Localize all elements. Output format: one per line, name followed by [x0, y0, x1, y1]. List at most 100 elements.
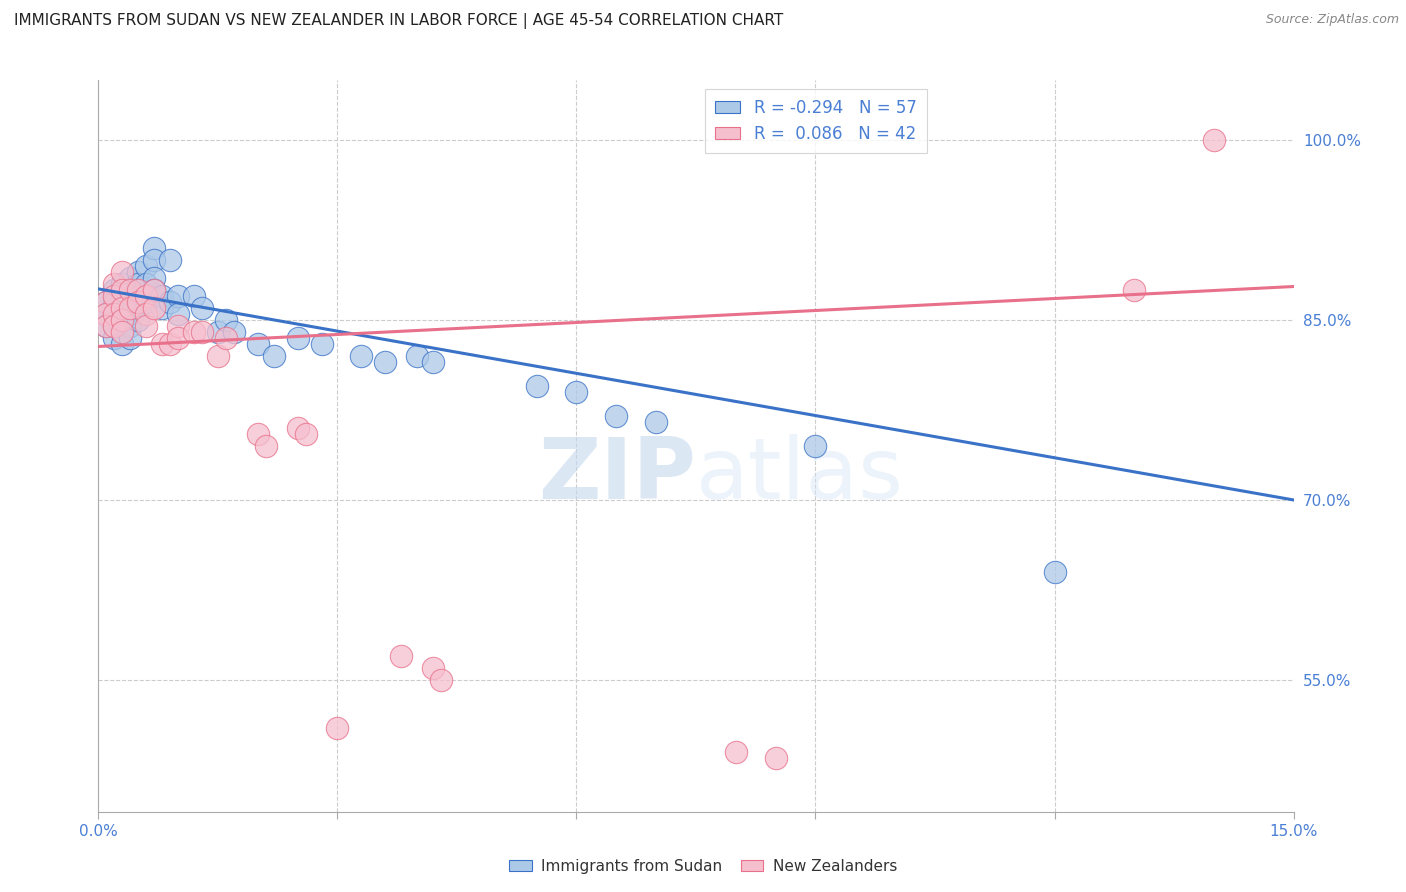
Point — [103, 295, 125, 310]
Point — [294, 427, 316, 442]
Point — [135, 289, 157, 303]
Point — [326, 721, 349, 735]
Point — [207, 349, 229, 363]
Point — [127, 301, 149, 315]
Point — [127, 265, 149, 279]
Point — [287, 421, 309, 435]
Point — [127, 283, 149, 297]
Point — [111, 313, 134, 327]
Point — [406, 349, 429, 363]
Point — [804, 439, 827, 453]
Point — [111, 277, 134, 292]
Point — [724, 745, 747, 759]
Point — [645, 415, 668, 429]
Text: Source: ZipAtlas.com: Source: ZipAtlas.com — [1265, 13, 1399, 27]
Point — [526, 379, 548, 393]
Point — [311, 337, 333, 351]
Point — [263, 349, 285, 363]
Point — [430, 673, 453, 687]
Point — [120, 283, 142, 297]
Point — [103, 319, 125, 334]
Point — [143, 283, 166, 297]
Point — [135, 295, 157, 310]
Text: atlas: atlas — [696, 434, 904, 516]
Point — [159, 295, 181, 310]
Point — [103, 283, 125, 297]
Point — [150, 289, 173, 303]
Point — [96, 295, 118, 310]
Point — [143, 241, 166, 255]
Point — [120, 301, 142, 315]
Point — [183, 289, 205, 303]
Point — [159, 337, 181, 351]
Point — [143, 253, 166, 268]
Point — [159, 253, 181, 268]
Point — [422, 355, 444, 369]
Point — [120, 283, 142, 297]
Point — [96, 295, 118, 310]
Point — [1123, 283, 1146, 297]
Point — [111, 325, 134, 339]
Point — [96, 319, 118, 334]
Point — [215, 331, 238, 345]
Point — [150, 337, 173, 351]
Point — [120, 307, 142, 321]
Point — [96, 307, 118, 321]
Point — [374, 355, 396, 369]
Point — [103, 331, 125, 345]
Point — [765, 751, 787, 765]
Point — [135, 259, 157, 273]
Point — [565, 385, 588, 400]
Point — [254, 439, 277, 453]
Point — [111, 265, 134, 279]
Point — [96, 307, 118, 321]
Point — [120, 319, 142, 334]
Text: IMMIGRANTS FROM SUDAN VS NEW ZEALANDER IN LABOR FORCE | AGE 45-54 CORRELATION CH: IMMIGRANTS FROM SUDAN VS NEW ZEALANDER I… — [14, 13, 783, 29]
Point — [111, 313, 134, 327]
Point — [191, 325, 214, 339]
Point — [111, 301, 134, 315]
Point — [1202, 133, 1225, 147]
Point — [103, 307, 125, 321]
Point — [120, 271, 142, 285]
Point — [167, 307, 190, 321]
Point — [143, 301, 166, 315]
Point — [389, 648, 412, 663]
Point — [135, 319, 157, 334]
Point — [103, 289, 125, 303]
Point — [103, 307, 125, 321]
Point — [111, 325, 134, 339]
Point — [1043, 565, 1066, 579]
Point — [120, 295, 142, 310]
Point — [287, 331, 309, 345]
Point — [167, 331, 190, 345]
Point — [167, 319, 190, 334]
Point — [120, 331, 142, 345]
Point — [96, 319, 118, 334]
Point — [246, 337, 269, 351]
Point — [103, 277, 125, 292]
Point — [135, 307, 157, 321]
Point — [350, 349, 373, 363]
Point — [127, 289, 149, 303]
Point — [191, 301, 214, 315]
Point — [127, 277, 149, 292]
Text: ZIP: ZIP — [538, 434, 696, 516]
Point — [127, 295, 149, 310]
Legend: R = -0.294   N = 57, R =  0.086   N = 42: R = -0.294 N = 57, R = 0.086 N = 42 — [706, 88, 927, 153]
Point — [143, 283, 166, 297]
Point — [215, 313, 238, 327]
Point — [111, 301, 134, 315]
Point — [150, 301, 173, 315]
Point — [183, 325, 205, 339]
Point — [135, 277, 157, 292]
Point — [127, 313, 149, 327]
Point — [111, 337, 134, 351]
Point — [167, 289, 190, 303]
Point — [605, 409, 627, 423]
Point — [111, 289, 134, 303]
Point — [222, 325, 245, 339]
Point — [207, 325, 229, 339]
Point — [111, 283, 134, 297]
Point — [103, 319, 125, 334]
